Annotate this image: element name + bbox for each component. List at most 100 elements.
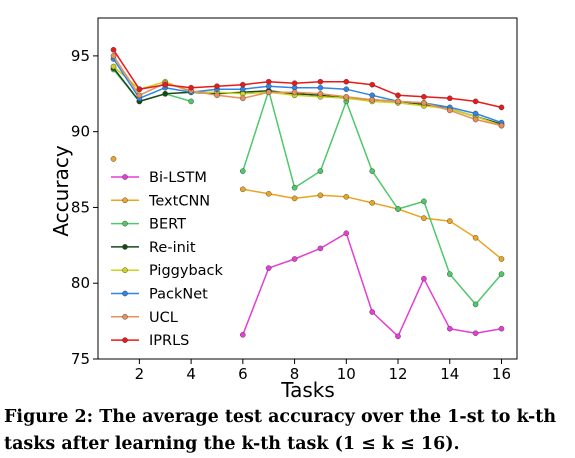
data-point (188, 98, 194, 105)
data-point (369, 97, 376, 103)
legend-label: Bi-LSTM (149, 170, 207, 186)
plot-frame (97, 17, 518, 360)
data-point (343, 78, 350, 85)
data-point (214, 83, 220, 89)
data-point (317, 91, 324, 97)
data-point (214, 92, 220, 99)
legend-label: IPRLS (149, 333, 189, 349)
legend: Bi-LSTM TextCNN BERT Re-init Piggyback PackNe… (111, 170, 224, 349)
series-layer (110, 47, 505, 340)
data-point (239, 168, 246, 174)
data-point (498, 256, 505, 262)
legend-label: TextCNN (148, 193, 210, 209)
legend-swatch-marker (122, 244, 128, 250)
data-point (265, 265, 272, 271)
data-point (317, 78, 324, 85)
data-point (498, 271, 505, 277)
data-point (369, 200, 376, 206)
legend-item: TextCNN (111, 193, 210, 209)
legend-swatch-marker (122, 337, 128, 343)
data-point (317, 192, 324, 199)
data-point (317, 245, 324, 252)
data-point (421, 100, 427, 106)
legend-label: PackNet (149, 287, 208, 303)
data-point (472, 98, 479, 105)
y-tick-label: 85 (71, 198, 90, 216)
legend-label: BERT (149, 217, 186, 233)
x-tick-label: 12 (388, 365, 407, 383)
data-point (472, 301, 479, 308)
x-tick-label: 4 (186, 365, 196, 383)
data-point (110, 156, 117, 162)
legend-item: Bi-LSTM (111, 170, 207, 186)
y-tick-label: 75 (71, 350, 90, 368)
x-axis-label: Tasks (280, 378, 335, 402)
data-point (110, 63, 117, 70)
legend-swatch-marker (122, 174, 128, 180)
series-bi-lstm (239, 230, 505, 340)
data-point (291, 256, 298, 262)
x-tick-label: 14 (440, 365, 459, 383)
data-point (369, 81, 376, 88)
data-point (395, 333, 401, 340)
y-tick-label: 95 (71, 47, 90, 65)
data-point (291, 89, 298, 96)
data-point (343, 86, 350, 92)
data-point (369, 168, 376, 174)
plot-background (98, 18, 517, 359)
data-point (162, 81, 168, 88)
data-point (239, 186, 246, 193)
legend-label: Re-init (149, 240, 196, 256)
x-tick-label: 16 (492, 365, 511, 383)
series-iprls (110, 47, 505, 111)
data-point (110, 53, 117, 59)
figure-caption: Figure 2: The average test accuracy over… (4, 407, 557, 454)
y-axis-label: Accuracy (49, 145, 73, 236)
data-point (188, 84, 194, 91)
data-point (446, 271, 453, 277)
data-point (498, 122, 505, 129)
legend-item: UCL (111, 310, 178, 326)
legend-item: IPRLS (111, 333, 189, 349)
x-tick-label: 10 (337, 365, 356, 383)
data-point (110, 47, 117, 53)
data-point (395, 98, 401, 105)
data-point (472, 116, 479, 123)
legend-swatch-marker (122, 220, 128, 227)
data-point (136, 86, 143, 92)
data-point (265, 78, 272, 85)
x-tick-label: 2 (135, 365, 145, 383)
data-point (369, 309, 376, 315)
legend-swatch-marker (122, 267, 128, 274)
legend-item: Re-init (111, 240, 196, 256)
accuracy-line-chart: 2 4 6 8 10 12 14 16 75 80 85 90 95 Tasks Accuracy Bi… (49, 17, 518, 402)
data-point (239, 81, 246, 88)
data-point (472, 330, 479, 337)
legend-item: PackNet (111, 287, 208, 303)
data-point (343, 230, 350, 236)
series-line (112, 58, 502, 124)
legend-swatch-marker (122, 290, 128, 297)
plot-area (98, 18, 517, 359)
data-point (446, 218, 453, 224)
data-point (446, 107, 453, 114)
x-tick-label: 6 (238, 365, 248, 383)
data-point (265, 190, 272, 197)
data-point (291, 80, 298, 86)
y-tick-label: 80 (71, 274, 90, 292)
legend-swatch-marker (122, 197, 128, 204)
legend-label: Piggyback (149, 263, 224, 279)
data-point (498, 104, 505, 111)
legend-item: Piggyback (111, 263, 224, 279)
data-point (472, 234, 479, 241)
data-point (421, 275, 427, 282)
data-point (446, 325, 453, 332)
legend-label: UCL (149, 310, 178, 326)
data-point (265, 89, 272, 96)
series-line (112, 49, 502, 109)
data-point (421, 198, 427, 205)
data-point (317, 84, 324, 91)
data-point (395, 92, 401, 99)
data-point (343, 193, 350, 200)
data-point (446, 95, 453, 102)
